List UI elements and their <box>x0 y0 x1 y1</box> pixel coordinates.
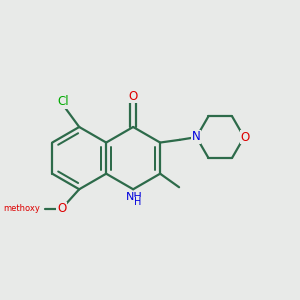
Text: H: H <box>134 197 142 207</box>
Text: N: N <box>192 130 201 143</box>
Text: O: O <box>128 90 138 103</box>
Text: NH: NH <box>126 192 143 203</box>
Text: Cl: Cl <box>57 95 69 108</box>
Text: O: O <box>57 202 66 215</box>
Text: O: O <box>241 130 250 144</box>
Text: methoxy: methoxy <box>3 204 40 213</box>
